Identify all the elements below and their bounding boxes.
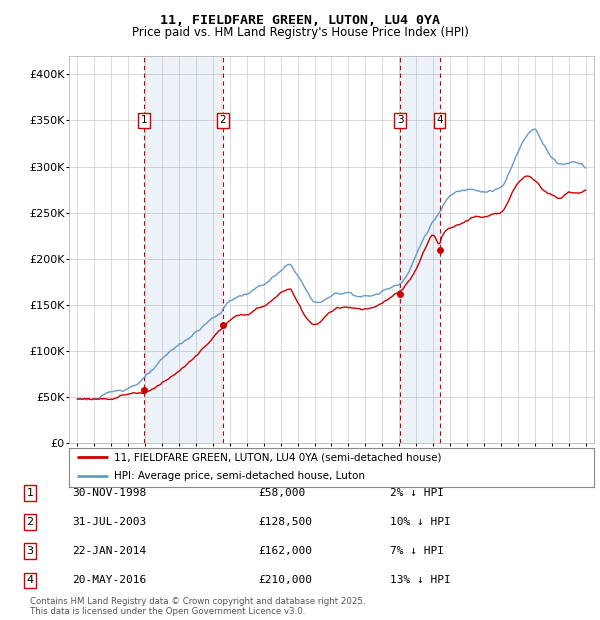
- Point: [218, 320, 227, 330]
- Text: 10% ↓ HPI: 10% ↓ HPI: [390, 517, 451, 527]
- Text: 2: 2: [220, 115, 226, 125]
- Text: 13% ↓ HPI: 13% ↓ HPI: [390, 575, 451, 585]
- Text: 2% ↓ HPI: 2% ↓ HPI: [390, 488, 444, 498]
- Text: HPI: Average price, semi-detached house, Luton: HPI: Average price, semi-detached house,…: [113, 471, 365, 480]
- Point: [435, 245, 445, 255]
- Text: £162,000: £162,000: [258, 546, 312, 556]
- Point: [395, 289, 405, 299]
- Text: 22-JAN-2014: 22-JAN-2014: [72, 546, 146, 556]
- Text: 2: 2: [26, 517, 34, 527]
- Text: 11, FIELDFARE GREEN, LUTON, LU4 0YA: 11, FIELDFARE GREEN, LUTON, LU4 0YA: [160, 14, 440, 27]
- Point: [139, 385, 149, 395]
- Text: 30-NOV-1998: 30-NOV-1998: [72, 488, 146, 498]
- Text: £128,500: £128,500: [258, 517, 312, 527]
- Text: 20-MAY-2016: 20-MAY-2016: [72, 575, 146, 585]
- Text: 1: 1: [26, 488, 34, 498]
- Text: 1: 1: [140, 115, 147, 125]
- Text: 11, FIELDFARE GREEN, LUTON, LU4 0YA (semi-detached house): 11, FIELDFARE GREEN, LUTON, LU4 0YA (sem…: [113, 453, 441, 463]
- Text: Price paid vs. HM Land Registry's House Price Index (HPI): Price paid vs. HM Land Registry's House …: [131, 26, 469, 39]
- Text: 7% ↓ HPI: 7% ↓ HPI: [390, 546, 444, 556]
- Bar: [400, 56, 440, 443]
- Text: 3: 3: [397, 115, 404, 125]
- Bar: [144, 56, 223, 443]
- Text: 4: 4: [436, 115, 443, 125]
- Text: £58,000: £58,000: [258, 488, 305, 498]
- Text: 4: 4: [26, 575, 34, 585]
- Text: £210,000: £210,000: [258, 575, 312, 585]
- Text: Contains HM Land Registry data © Crown copyright and database right 2025.
This d: Contains HM Land Registry data © Crown c…: [30, 597, 365, 616]
- Text: 31-JUL-2003: 31-JUL-2003: [72, 517, 146, 527]
- Text: 3: 3: [26, 546, 34, 556]
